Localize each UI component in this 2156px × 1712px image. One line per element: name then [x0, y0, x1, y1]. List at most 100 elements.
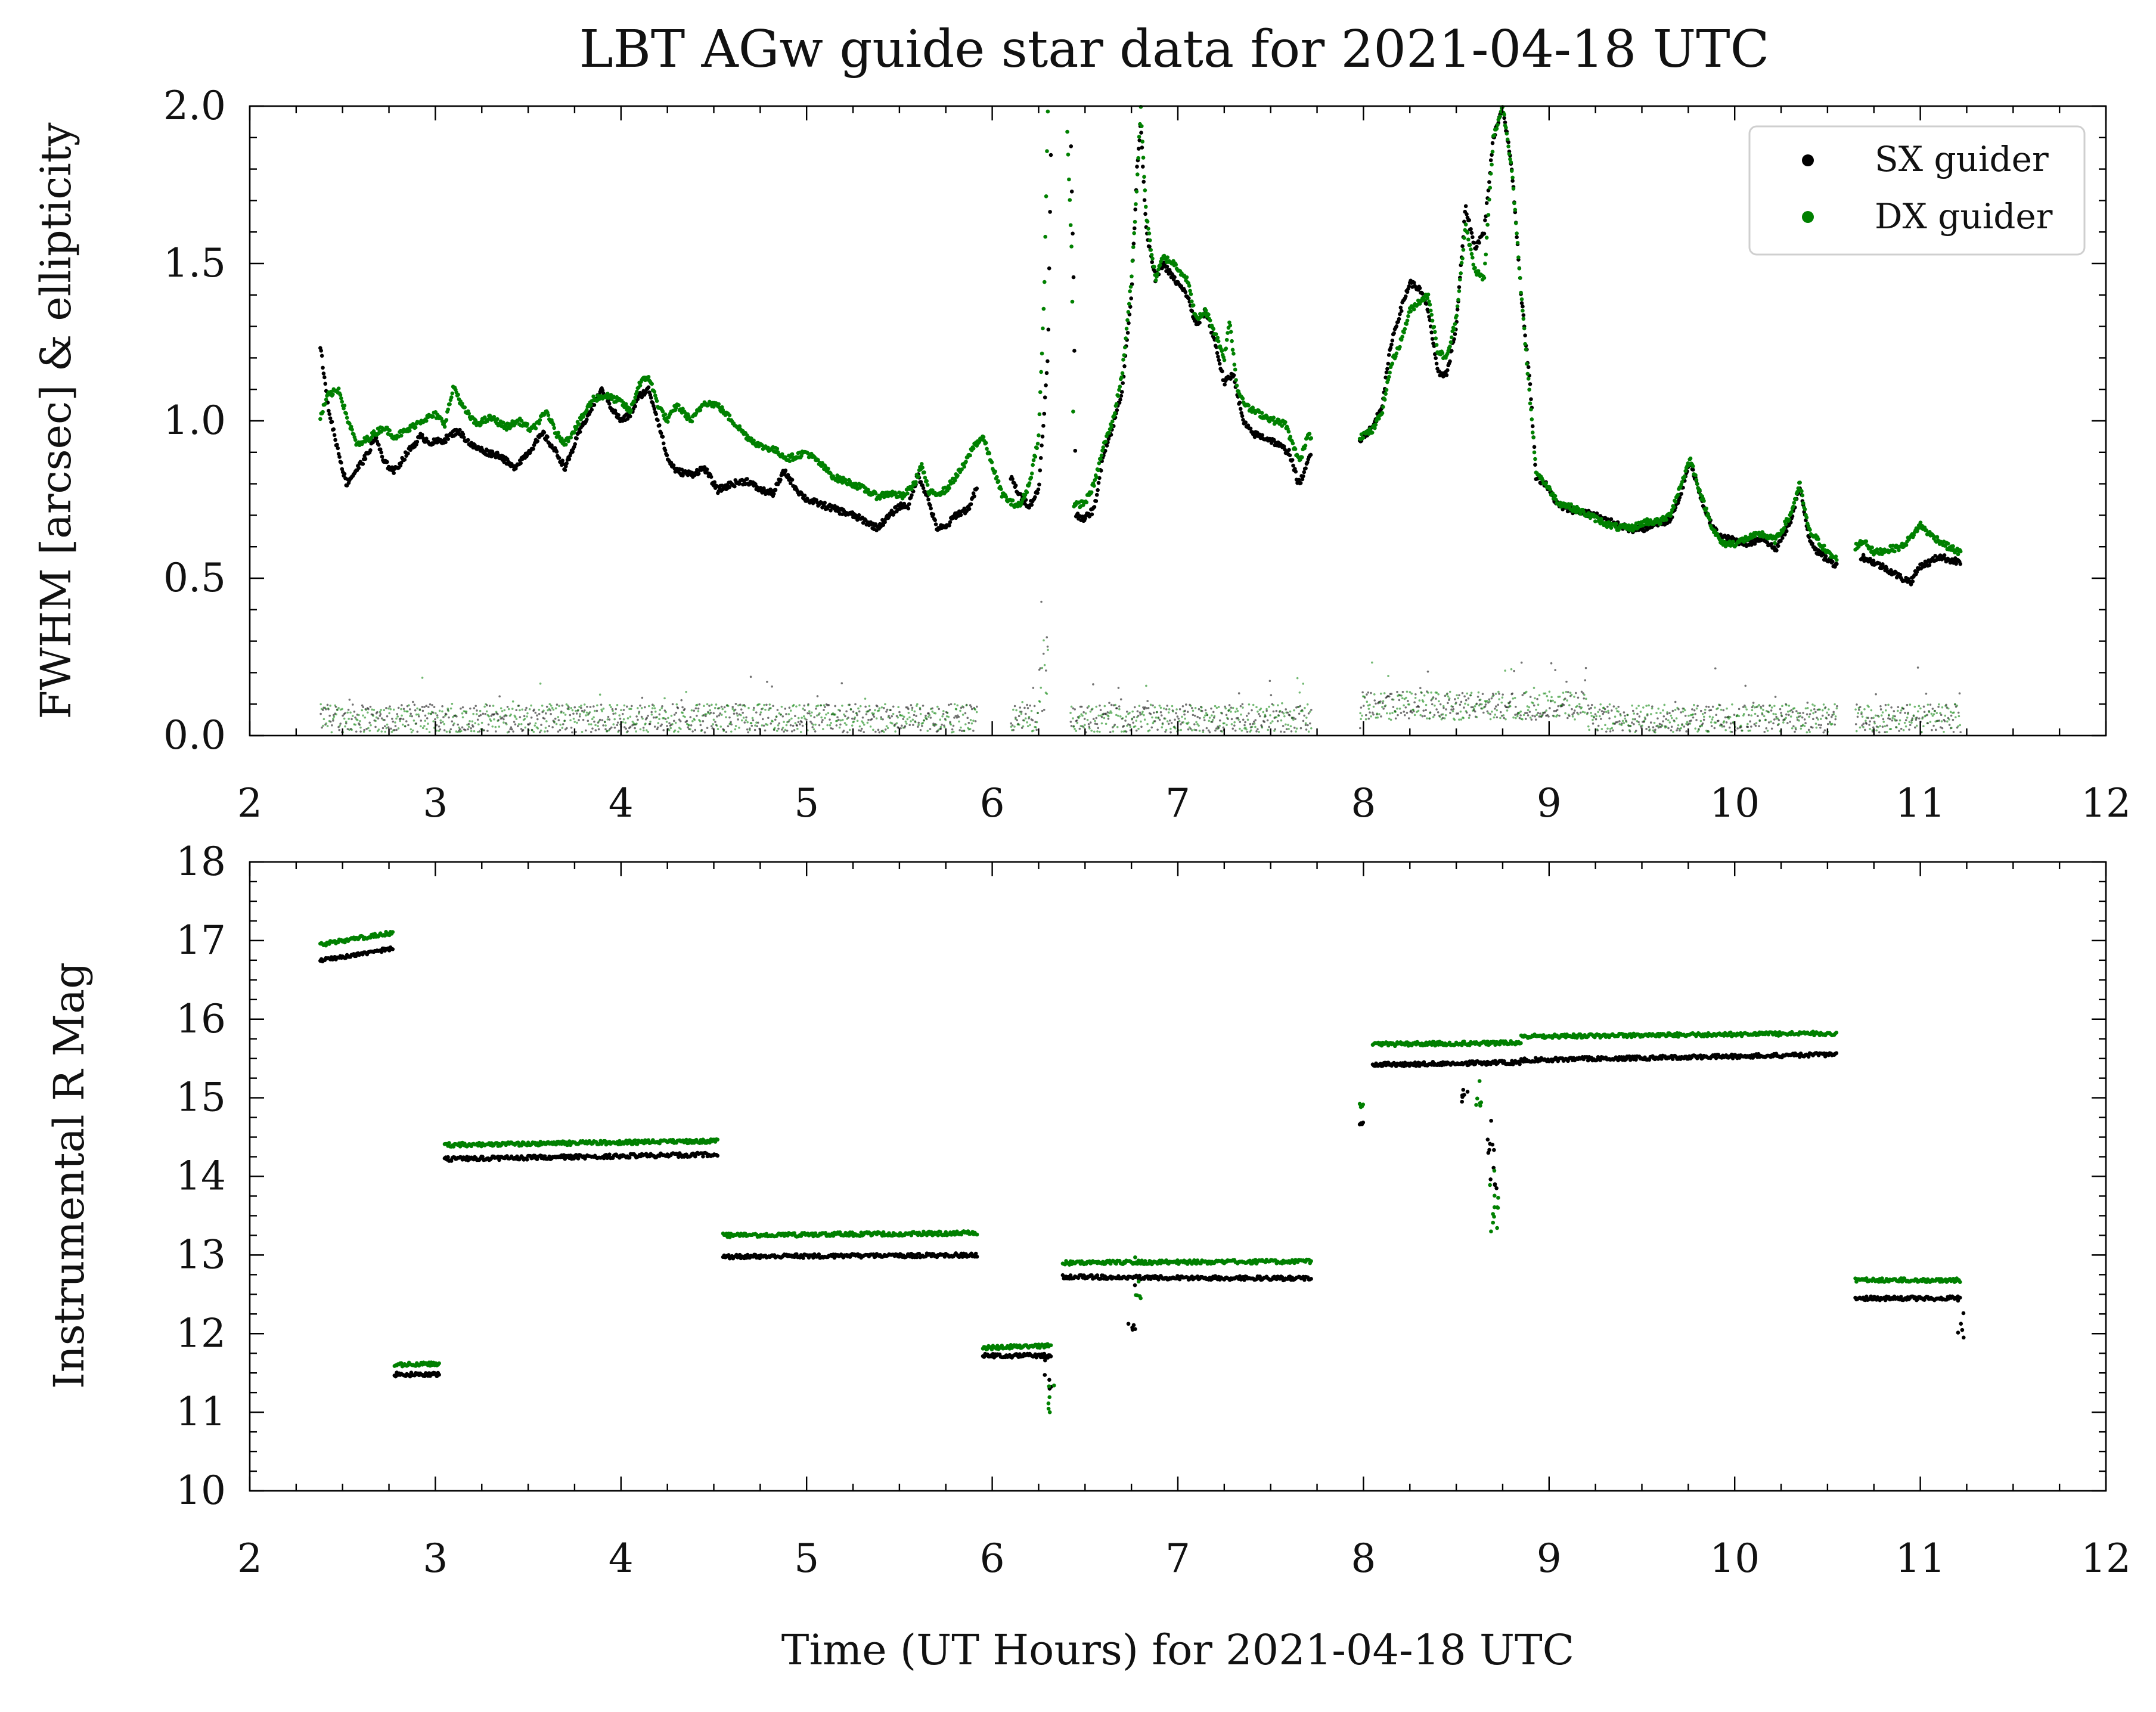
fwhm-point	[1223, 382, 1227, 387]
fwhm-point	[705, 467, 709, 472]
ellipticity-point	[934, 712, 937, 715]
ellipticity-point	[461, 726, 464, 728]
ellipticity-point	[827, 704, 830, 706]
ellipticity-point	[708, 705, 711, 707]
ellipticity-point	[1070, 725, 1073, 727]
ellipticity-point	[1168, 708, 1171, 711]
ellipticity-point	[1362, 705, 1365, 707]
ellipticity-point	[919, 706, 922, 709]
ellipticity-point	[1867, 717, 1869, 719]
ellipticity-point	[1252, 703, 1255, 706]
ellipticity-point	[1013, 705, 1016, 708]
ellipticity-point	[801, 721, 803, 724]
ellipticity-point	[1494, 705, 1497, 708]
ellipticity-point	[1378, 713, 1381, 715]
ellipticity-point	[364, 716, 367, 719]
ellipticity-point	[1819, 708, 1821, 711]
ellipticity-point	[893, 725, 896, 727]
ellipticity-point	[327, 707, 330, 710]
ellipticity-point	[1665, 725, 1668, 728]
ellipticity-point	[1547, 715, 1550, 718]
fwhm-point	[448, 402, 452, 407]
ellipticity-point	[421, 709, 424, 712]
fwhm-point	[712, 480, 717, 485]
ellipticity-point	[544, 730, 546, 733]
ellipticity-point	[1461, 691, 1464, 694]
ellipticity-point	[1808, 713, 1811, 715]
ellipticity-point	[832, 727, 834, 730]
ellipticity-point	[1533, 687, 1535, 689]
ellipticity-point	[502, 718, 505, 721]
ellipticity-point	[755, 721, 758, 724]
ellipticity-point	[1251, 725, 1254, 728]
ellipticity-point	[545, 705, 548, 708]
ellipticity-point	[923, 719, 925, 722]
ellipticity-point	[796, 724, 798, 727]
ellipticity-point	[1187, 721, 1190, 724]
ellipticity-point	[1770, 709, 1773, 712]
fwhm-point	[380, 454, 384, 459]
fwhm-point	[1293, 469, 1298, 474]
ellipticity-point	[1095, 717, 1098, 719]
ellipticity-point	[470, 727, 472, 730]
ellipticity-point	[1157, 717, 1160, 719]
ellipticity-point	[1180, 723, 1182, 725]
ellipticity-point	[1535, 714, 1538, 717]
ellipticity-point	[1537, 703, 1540, 706]
ellipticity-point	[1435, 697, 1437, 700]
ellipticity-point	[1586, 712, 1589, 715]
fwhm-point	[661, 441, 666, 446]
ellipticity-point	[626, 730, 629, 733]
ellipticity-point	[786, 729, 789, 732]
ellipticity-point	[501, 717, 504, 719]
ellipticity-point	[1506, 709, 1509, 712]
ellipticity-point	[586, 705, 588, 708]
fwhm-point	[1029, 503, 1034, 507]
ellipticity-point	[1195, 728, 1198, 731]
ellipticity-point	[319, 703, 322, 706]
ellipticity-point	[1908, 721, 1911, 723]
ellipticity-point	[1012, 728, 1015, 731]
fwhm-point	[570, 449, 575, 454]
ellipticity-point	[1931, 708, 1934, 710]
ellipticity-point	[1419, 714, 1422, 717]
ellipticity-point	[873, 715, 876, 718]
ellipticity-point	[685, 719, 688, 722]
ellipticity-point	[746, 728, 749, 731]
fwhm-point	[560, 458, 565, 463]
ellipticity-point	[1117, 715, 1119, 717]
ellipticity-point	[1251, 709, 1253, 712]
ellipticity-point	[542, 709, 545, 712]
ellipticity-point	[348, 718, 350, 720]
ellipticity-point	[1929, 721, 1932, 723]
ellipticity-point	[931, 707, 933, 710]
ellipticity-point	[1733, 714, 1736, 716]
ellipticity-point	[549, 709, 552, 712]
ellipticity-point	[1770, 706, 1773, 709]
ellipticity-point	[1166, 720, 1169, 722]
ellipticity-point	[1206, 714, 1209, 717]
ellipticity-point	[1121, 717, 1124, 719]
ellipticity-point	[1268, 680, 1271, 683]
ellipticity-point	[1775, 717, 1778, 720]
ellipticity-point	[1108, 712, 1111, 715]
ellipticity-point	[647, 705, 650, 708]
ellipticity-point	[1794, 727, 1797, 729]
ellipticity-point	[1812, 718, 1814, 720]
ellipticity-point	[1245, 715, 1248, 717]
ellipticity-point	[1604, 724, 1606, 727]
ellipticity-point	[1021, 700, 1023, 703]
ellipticity-point	[622, 709, 625, 711]
fwhm-point	[1515, 235, 1519, 240]
ellipticity-point	[1879, 725, 1882, 727]
ellipticity-point	[663, 709, 666, 712]
ellipticity-point	[442, 716, 445, 718]
ellipticity-point	[1634, 718, 1636, 721]
ellipticity-point	[1268, 705, 1270, 708]
ellipticity-point	[1389, 718, 1392, 721]
ellipticity-point	[714, 721, 716, 723]
ellipticity-point	[910, 704, 913, 706]
ellipticity-point	[969, 719, 972, 721]
ellipticity-point	[408, 704, 410, 706]
ellipticity-point	[1307, 724, 1309, 727]
